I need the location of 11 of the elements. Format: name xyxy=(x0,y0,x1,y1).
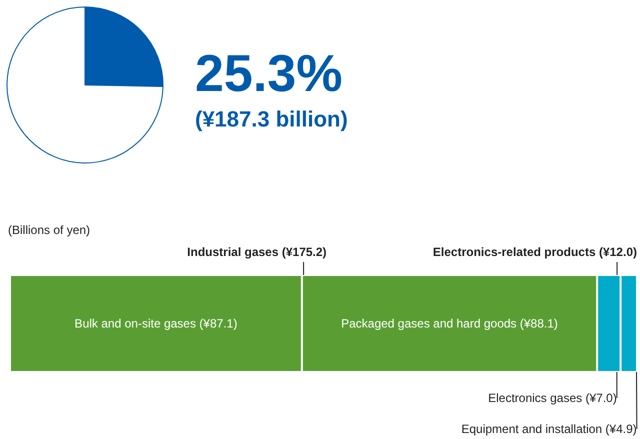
text: Electronics gases (¥7.0) xyxy=(488,391,617,405)
series-label: Packaged gases and hard goods xyxy=(341,316,517,330)
text: Equipment and installation (¥4.9) xyxy=(461,422,637,436)
data-label: (¥87.1) xyxy=(199,316,238,330)
text: Industrial gases (¥175.2) xyxy=(187,245,327,259)
text: Electronics-related products (¥12.0) xyxy=(432,245,637,259)
x-axis-title: (Billions of yen) xyxy=(8,223,90,237)
text: (¥187.3 billion) xyxy=(195,106,348,132)
text: 25.3% xyxy=(195,45,342,103)
series-label: Bulk and on-site gases xyxy=(74,316,196,330)
data-label: (¥88.1) xyxy=(520,316,558,330)
